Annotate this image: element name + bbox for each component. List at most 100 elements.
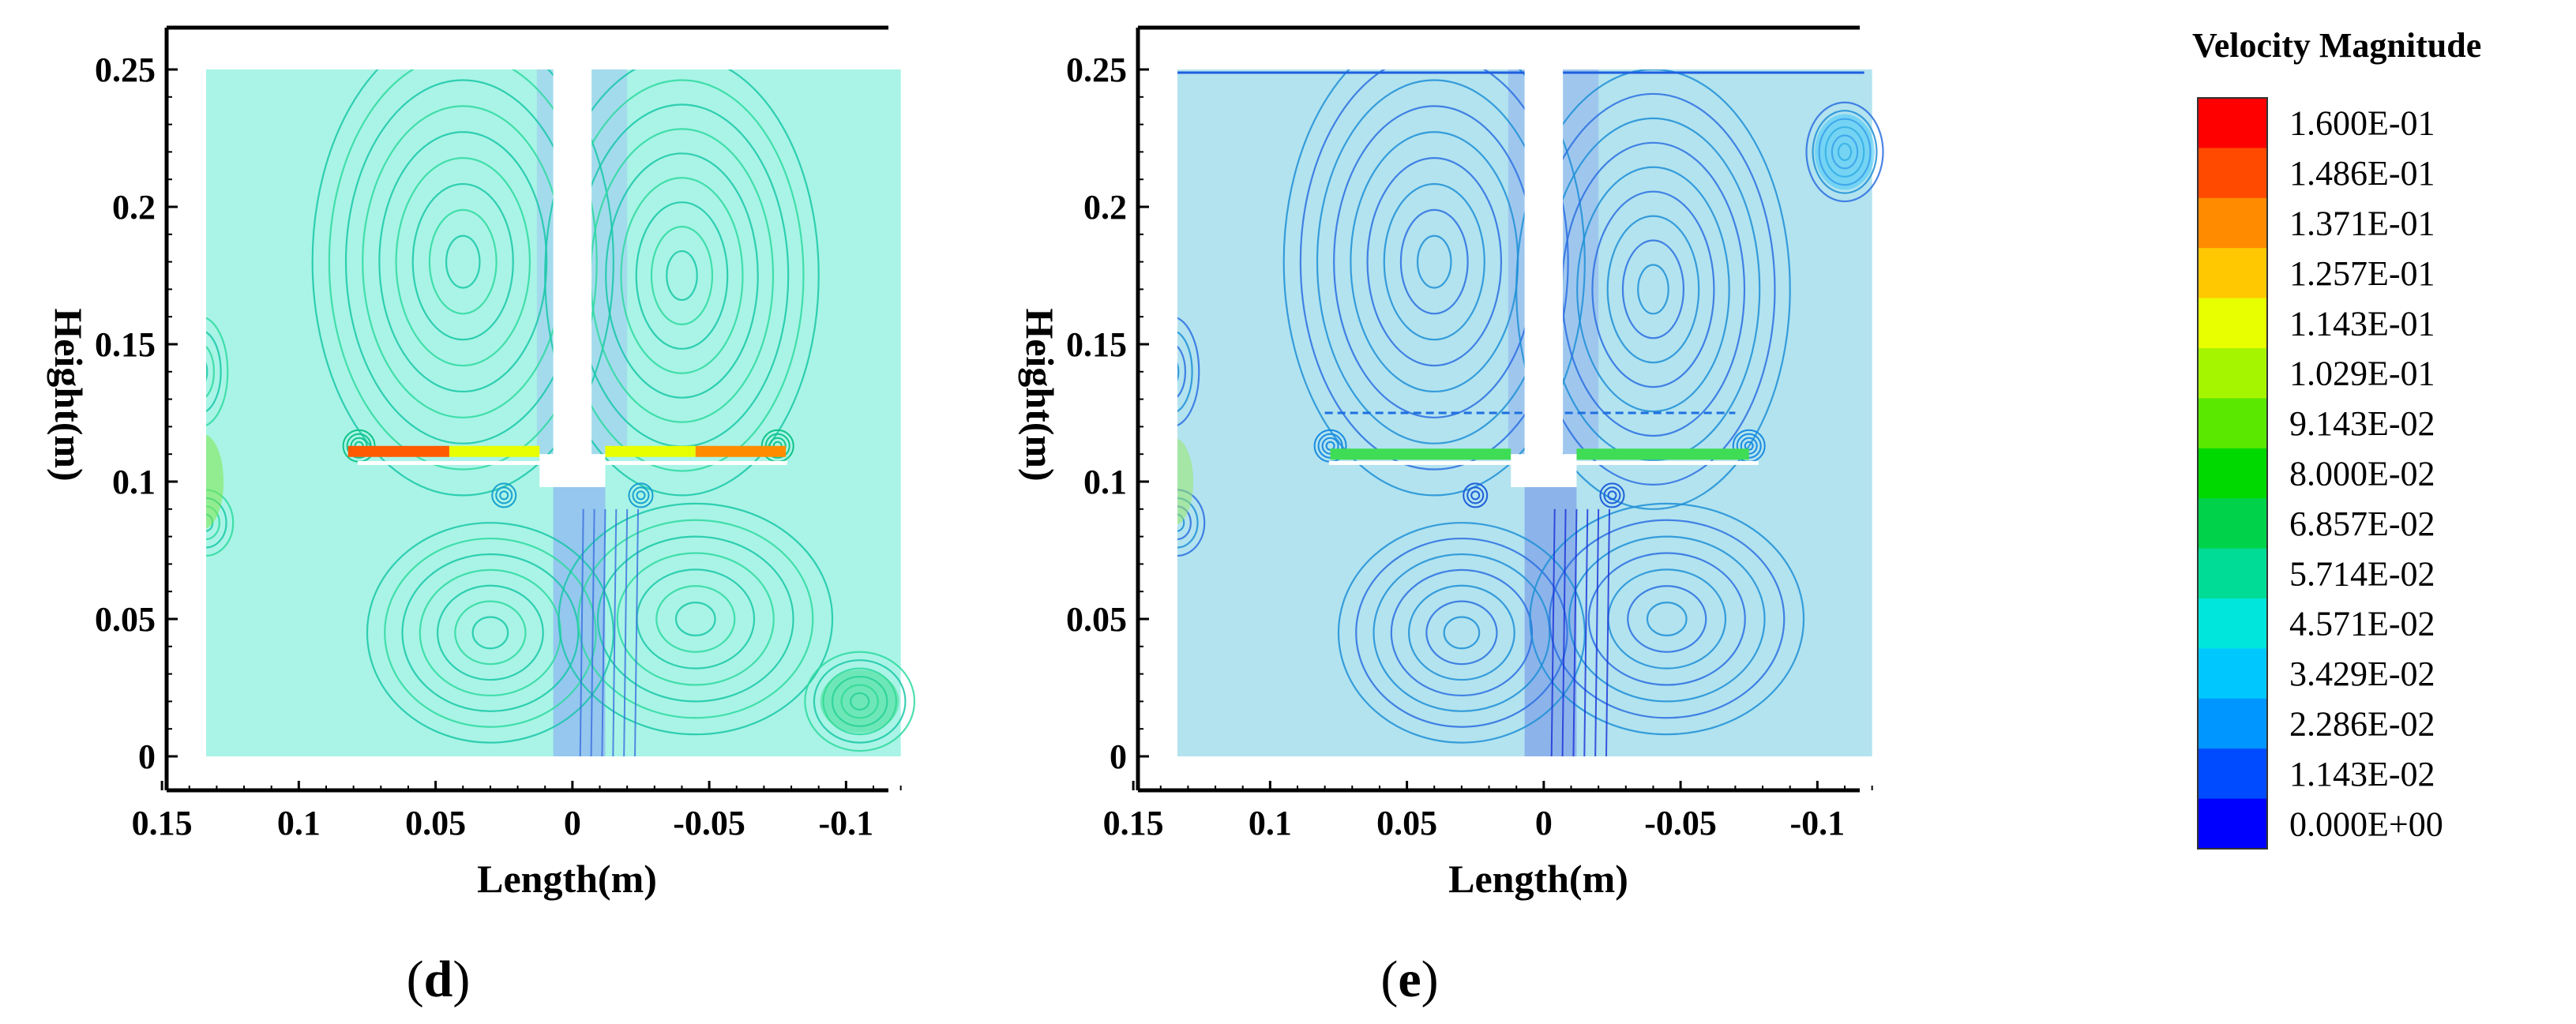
legend-level-label: 6.857E-02 (2289, 504, 2435, 543)
legend-level-label: 4.571E-02 (2289, 605, 2435, 643)
blade-jet-left (347, 445, 449, 457)
streamline (1549, 519, 1786, 719)
streamline (206, 362, 208, 382)
streamline (558, 502, 834, 736)
legend-swatch (2198, 197, 2267, 249)
y-ticks-d: 0 0.05 0.1 0.15 0.2 0.25 (95, 51, 178, 776)
top-margin (206, 28, 888, 69)
streamline (1177, 505, 1192, 541)
hub-eddy (1607, 490, 1617, 501)
axes-frame-e (1136, 25, 1860, 793)
streamline (601, 508, 606, 757)
streamline (206, 345, 216, 398)
wall-band (167, 69, 182, 756)
legend-border (2197, 97, 2268, 850)
hub-eddy (1599, 482, 1625, 508)
streamline (1627, 585, 1707, 653)
streamline (1606, 215, 1700, 364)
panel-label-d: (d) (407, 951, 471, 1008)
streamline (1529, 502, 1805, 736)
x-tick-label: -0.05 (1644, 804, 1717, 842)
streamline (804, 651, 916, 752)
chart-panel-e: 0.15 0.1 0.05 0 -0.05 -0.1 0 0.05 0.1 0.15 0.2 0.2… (1018, 25, 1899, 1008)
x-axis-label-e: Length(m) (1448, 857, 1628, 901)
streamline (206, 489, 235, 557)
hub-eddy (1470, 490, 1481, 501)
streamline (1443, 616, 1481, 650)
x-tick-label: -0.1 (819, 804, 874, 842)
streamline (428, 208, 498, 315)
x-tick-label: 0.1 (1249, 804, 1292, 842)
wall-jet (1177, 438, 1194, 525)
streamline (616, 552, 775, 686)
hub-eddy (636, 490, 646, 501)
y-tick-label: 0.1 (112, 463, 156, 501)
streamline (1177, 513, 1185, 532)
streamline (1587, 552, 1746, 686)
x-tick-label: -0.1 (1790, 804, 1846, 842)
shaft-wake-region (553, 482, 606, 756)
streamline (401, 553, 580, 712)
x-axis-label-d: Length(m) (477, 857, 657, 901)
blade-jet-left-inner (449, 445, 540, 457)
axes-frame-d (164, 25, 888, 793)
legend-swatch (2198, 298, 2267, 349)
chart-panel-d: 0.15 0.1 0.05 0 -0.05 -0.1 0 0.05 0.1 0.15 0.2 0.2… (47, 25, 928, 1008)
y-tick-label: 0.2 (1083, 188, 1127, 227)
impeller-hub (539, 454, 606, 487)
legend-swatches (2197, 97, 2268, 850)
legend-level-label: 5.714E-02 (2289, 554, 2435, 593)
streamline (1594, 508, 1600, 757)
streamline (1416, 234, 1452, 289)
legend-level-label: 1.143E-02 (2289, 755, 2435, 793)
x-tick-label: 0.05 (405, 804, 466, 842)
streamline (1383, 182, 1485, 341)
streamline (666, 249, 698, 302)
streamline (1621, 239, 1685, 339)
streamline (1177, 497, 1199, 549)
impeller-blade (357, 460, 787, 465)
streamline (596, 535, 794, 703)
streamline (1372, 553, 1551, 712)
streamline (623, 508, 629, 757)
legend-level-label: 3.429E-02 (2289, 655, 2435, 693)
streamline (1177, 345, 1187, 398)
shaft (1524, 58, 1564, 482)
legend-swatch (2198, 548, 2267, 599)
streamline (813, 659, 907, 744)
y-axis-label-d: Height(m) (47, 308, 91, 481)
legend-level-label: 0.000E+00 (2289, 805, 2443, 843)
streamline (1337, 522, 1586, 744)
x-tick-label: 0.15 (132, 804, 193, 842)
streamline (395, 157, 531, 367)
streamline (577, 519, 814, 719)
hub-eddy (491, 482, 517, 508)
colorbar-legend: Velocity Magnitude 1.600E-01 1.486E-01 1.3… (2192, 26, 2481, 850)
hub-eddy (1603, 486, 1621, 504)
panel-label-e: (e) (1380, 951, 1438, 1008)
y-tick-label: 0 (1110, 737, 1127, 776)
blade-jet-right (1576, 448, 1749, 460)
legend-level-label: 1.486E-01 (2289, 154, 2435, 193)
streamline (612, 508, 618, 757)
blade-jet-right-inner (605, 445, 696, 457)
streamline (1390, 568, 1534, 697)
y-tick-label: 0.15 (95, 325, 156, 364)
legend-swatch (2198, 98, 2267, 148)
legend-level-label: 1.143E-01 (2289, 304, 2435, 343)
shaft (553, 58, 592, 482)
velocity-field-d (167, 28, 916, 759)
streamline (1425, 600, 1498, 666)
x-tick-label: 0.05 (1376, 804, 1437, 842)
streamline (1591, 190, 1715, 388)
x-tick-label: 0.1 (277, 804, 321, 842)
x-tick-label: -0.05 (673, 804, 745, 842)
hub-eddy (1463, 482, 1489, 508)
streamline (445, 234, 481, 289)
corner-vortex-core (1815, 114, 1875, 190)
legend-swatch (2198, 498, 2267, 550)
legend-level-label: 8.000E-02 (2289, 455, 2435, 493)
corner-vortex-core (820, 670, 899, 733)
streamline (436, 584, 544, 681)
blade-jet-left (1330, 448, 1511, 460)
